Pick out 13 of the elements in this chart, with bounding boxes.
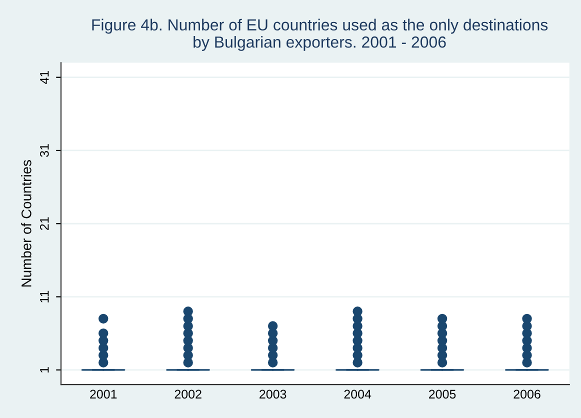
- x-tick-label: 2005: [429, 390, 456, 399]
- y-axis-title: Number of Countries: [21, 160, 32, 287]
- x-tick-label: 2002: [174, 390, 202, 399]
- y-tick-label: 31: [40, 144, 49, 157]
- x-tick-label: 2003: [260, 390, 286, 399]
- chart-title: Figure 4b. Number of EU countries used as the only destinations by Bulgarian exporters. 2001 - 2006: [92, 18, 548, 51]
- x-tick-label: 2006: [514, 390, 540, 399]
- y-tick-label: 21: [40, 217, 49, 230]
- y-tick-label: 11: [40, 290, 49, 302]
- x-tick-label: 2004: [344, 390, 372, 399]
- y-tick-label: 41: [40, 70, 49, 84]
- x-tick-label: 2001: [90, 390, 117, 399]
- y-tick-label: 1: [40, 367, 49, 372]
